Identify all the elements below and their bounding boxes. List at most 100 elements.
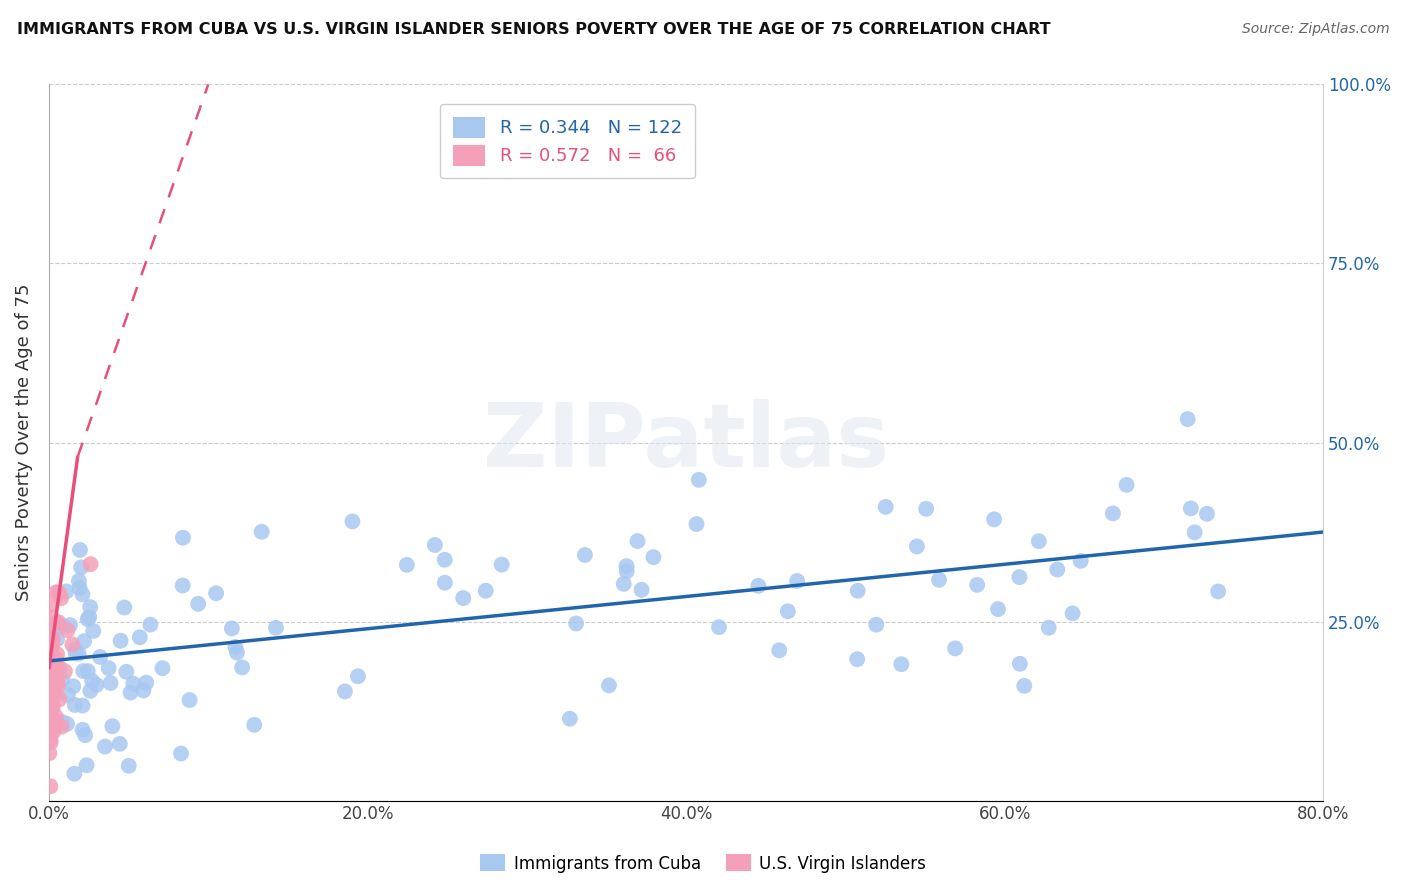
- Point: [39, 718, 62, 732]
- Point: [928, 573, 950, 587]
- Point: [63, 698, 86, 712]
- Point: [44, 671, 66, 685]
- Point: [747, 579, 769, 593]
- Point: [38, 707, 60, 722]
- Point: [97, 661, 120, 675]
- Point: [42, 699, 65, 714]
- Point: [1206, 584, 1229, 599]
- Point: [82, 624, 104, 638]
- Point: [1180, 501, 1202, 516]
- Point: [152, 661, 174, 675]
- Point: [77, 610, 100, 624]
- Point: [120, 685, 142, 699]
- Point: [1008, 657, 1031, 671]
- Point: [205, 586, 228, 600]
- Point: [688, 473, 710, 487]
- Point: [49, 661, 72, 675]
- Point: [49, 591, 72, 606]
- Point: [41, 722, 63, 736]
- Point: [776, 604, 799, 618]
- Point: [42, 691, 65, 706]
- Point: [38, 667, 60, 681]
- Point: [76, 758, 98, 772]
- Point: [1184, 525, 1206, 540]
- Point: [224, 640, 246, 654]
- Point: [768, 643, 790, 657]
- Point: [558, 712, 581, 726]
- Point: [1062, 607, 1084, 621]
- Point: [915, 501, 938, 516]
- Point: [39, 689, 62, 703]
- Point: [75, 728, 97, 742]
- Point: [39, 732, 62, 747]
- Point: [39, 779, 62, 793]
- Point: [1195, 507, 1218, 521]
- Point: [875, 500, 897, 514]
- Point: [69, 581, 91, 595]
- Point: [41, 699, 63, 714]
- Point: [423, 538, 446, 552]
- Point: [42, 682, 65, 697]
- Y-axis label: Seniors Poverty Over the Age of 75: Seniors Poverty Over the Age of 75: [15, 284, 32, 601]
- Point: [46, 678, 69, 692]
- Point: [51, 720, 73, 734]
- Point: [905, 540, 928, 554]
- Text: ZIPatlas: ZIPatlas: [482, 399, 889, 486]
- Point: [42, 669, 65, 683]
- Point: [115, 665, 138, 679]
- Point: [101, 719, 124, 733]
- Point: [38, 746, 60, 760]
- Point: [38, 625, 60, 640]
- Point: [51, 673, 73, 687]
- Point: [1115, 478, 1137, 492]
- Point: [100, 676, 122, 690]
- Point: [626, 534, 648, 549]
- Point: [39, 662, 62, 676]
- Point: [42, 620, 65, 634]
- Point: [433, 552, 456, 566]
- Point: [474, 583, 496, 598]
- Point: [122, 676, 145, 690]
- Point: [221, 622, 243, 636]
- Point: [42, 665, 65, 679]
- Point: [94, 739, 117, 754]
- Point: [39, 657, 62, 671]
- Point: [118, 759, 141, 773]
- Point: [42, 725, 65, 739]
- Point: [598, 678, 620, 692]
- Point: [39, 640, 62, 655]
- Point: [60, 637, 83, 651]
- Point: [41, 673, 63, 687]
- Point: [55, 584, 77, 599]
- Point: [433, 575, 456, 590]
- Point: [983, 512, 1005, 526]
- Point: [56, 717, 79, 731]
- Point: [342, 515, 364, 529]
- Point: [42, 663, 65, 677]
- Point: [72, 698, 94, 713]
- Point: [172, 531, 194, 545]
- Point: [264, 621, 287, 635]
- Point: [250, 524, 273, 539]
- Point: [41, 632, 63, 646]
- Point: [48, 692, 70, 706]
- Point: [69, 543, 91, 558]
- Point: [45, 659, 67, 673]
- Point: [67, 574, 90, 588]
- Point: [865, 617, 887, 632]
- Point: [38, 675, 60, 690]
- Point: [62, 679, 84, 693]
- Point: [73, 634, 96, 648]
- Point: [39, 671, 62, 685]
- Point: [108, 737, 131, 751]
- Point: [226, 646, 249, 660]
- Point: [56, 688, 79, 702]
- Point: [1102, 507, 1125, 521]
- Point: [59, 618, 82, 632]
- Point: [1014, 679, 1036, 693]
- Point: [42, 681, 65, 695]
- Point: [1070, 554, 1092, 568]
- Point: [707, 620, 730, 634]
- Point: [52, 619, 75, 633]
- Point: [347, 669, 370, 683]
